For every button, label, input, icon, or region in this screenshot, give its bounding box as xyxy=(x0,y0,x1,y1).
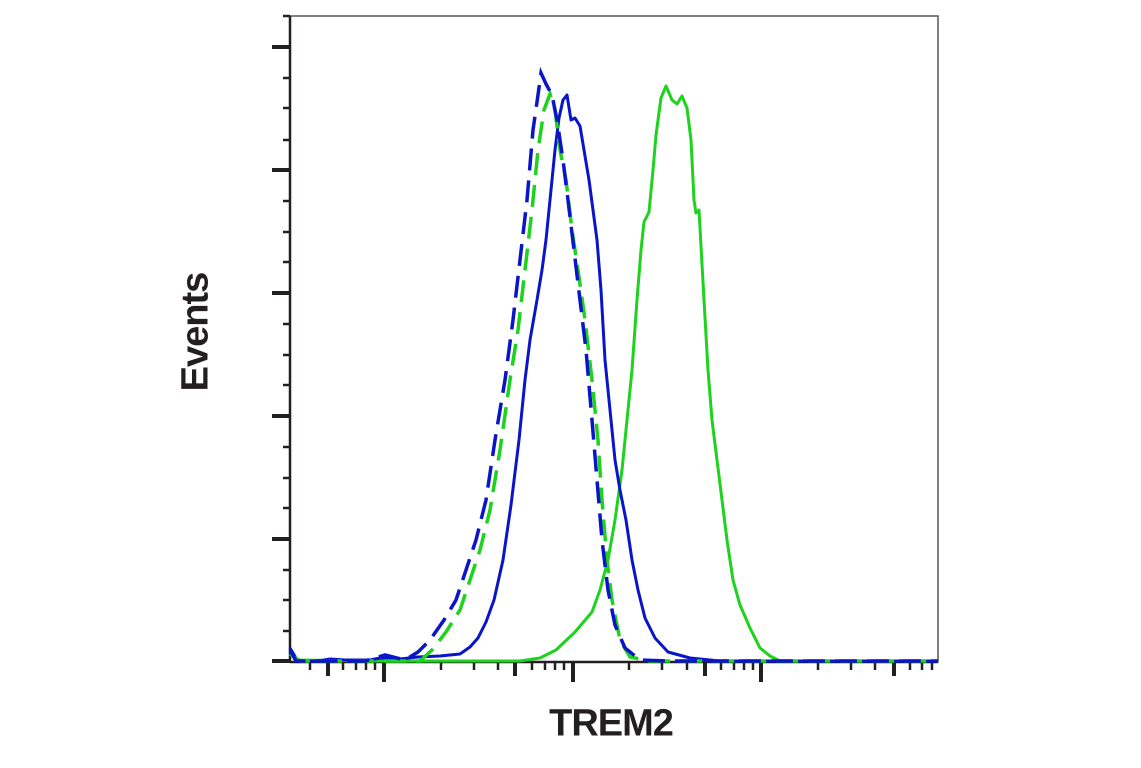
x-ticks xyxy=(308,662,934,682)
series-green-dashed xyxy=(288,88,938,663)
plot-frame xyxy=(289,15,939,663)
x-axis-label: TREM2 xyxy=(549,702,674,745)
series-blue-dashed xyxy=(288,66,938,663)
y-ticks xyxy=(272,14,290,663)
y-axis-label: Events xyxy=(174,272,217,392)
series-blue-solid xyxy=(288,93,938,663)
series-green-solid xyxy=(288,84,938,663)
